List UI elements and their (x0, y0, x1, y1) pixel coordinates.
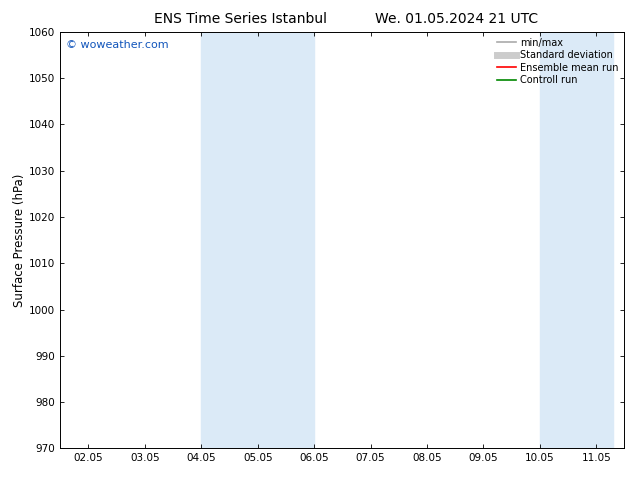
Legend: min/max, Standard deviation, Ensemble mean run, Controll run: min/max, Standard deviation, Ensemble me… (493, 34, 623, 89)
Text: ENS Time Series Istanbul: ENS Time Series Istanbul (155, 12, 327, 26)
Bar (286, 32, 314, 448)
Bar (540, 32, 568, 448)
Bar (202, 32, 286, 448)
Bar (568, 32, 613, 448)
Y-axis label: Surface Pressure (hPa): Surface Pressure (hPa) (13, 173, 27, 307)
Text: © woweather.com: © woweather.com (66, 40, 169, 50)
Text: We. 01.05.2024 21 UTC: We. 01.05.2024 21 UTC (375, 12, 538, 26)
